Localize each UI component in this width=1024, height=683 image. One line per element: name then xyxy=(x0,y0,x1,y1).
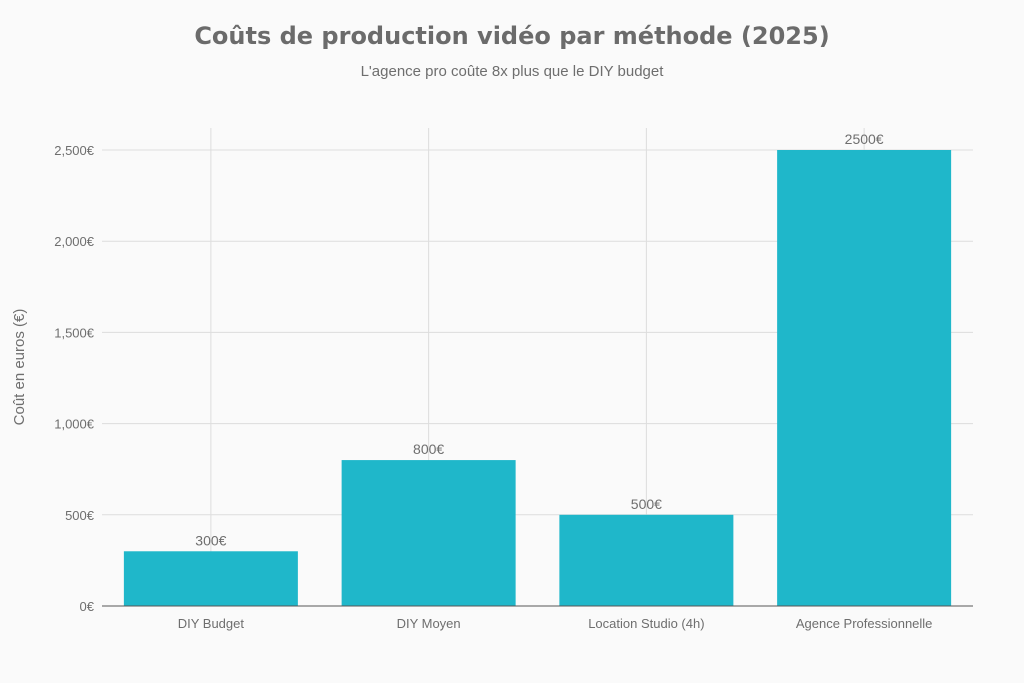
x-axis-ticks: DIY Budget DIY Moyen Location Studio (4h) A… xyxy=(178,616,933,631)
y-tick-label: 1,000€ xyxy=(54,417,95,432)
bar-value-label: 500€ xyxy=(631,496,662,512)
bar-value-label: 300€ xyxy=(195,532,226,548)
bar-value-label: 800€ xyxy=(413,441,444,457)
bars xyxy=(123,150,952,606)
y-axis-ticks: 0€ 500€ 1,000€ 1,500€ 2,000€ 2,500€ xyxy=(54,143,95,614)
x-tick-label: Location Studio (4h) xyxy=(588,616,704,631)
y-tick-label: 1,500€ xyxy=(54,325,95,340)
x-tick-label: DIY Budget xyxy=(178,616,245,631)
x-tick-label: Agence Professionnelle xyxy=(796,616,933,631)
chart-title: Coûts de production vidéo par méthode (2… xyxy=(194,22,829,50)
y-tick-label: 0€ xyxy=(80,599,95,614)
bar xyxy=(123,551,298,606)
bar xyxy=(559,514,734,606)
y-axis-title: Coût en euros (€) xyxy=(11,309,28,426)
x-tick-label: DIY Moyen xyxy=(397,616,461,631)
y-tick-label: 500€ xyxy=(65,508,95,523)
bar xyxy=(341,460,516,606)
chart-subtitle: L'agence pro coûte 8x plus que le DIY bu… xyxy=(361,63,665,80)
data-labels: 300€ 800€ 500€ 2500€ xyxy=(195,131,884,548)
bar xyxy=(777,150,952,606)
y-tick-label: 2,000€ xyxy=(54,234,95,249)
y-tick-label: 2,500€ xyxy=(54,143,95,158)
bar-value-label: 2500€ xyxy=(845,131,884,147)
